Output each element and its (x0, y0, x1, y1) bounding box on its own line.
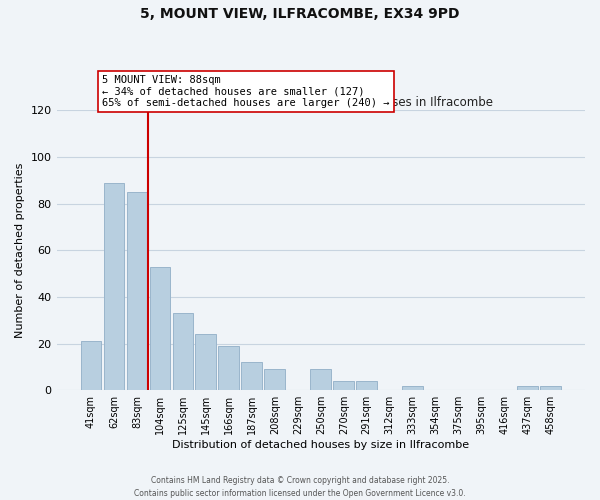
Title: Size of property relative to detached houses in Ilfracombe: Size of property relative to detached ho… (149, 96, 493, 109)
Text: 5, MOUNT VIEW, ILFRACOMBE, EX34 9PD: 5, MOUNT VIEW, ILFRACOMBE, EX34 9PD (140, 8, 460, 22)
Bar (310, 369, 331, 390)
Bar (173, 314, 193, 390)
Bar (334, 381, 354, 390)
Bar (196, 334, 216, 390)
Bar (218, 346, 239, 390)
X-axis label: Distribution of detached houses by size in Ilfracombe: Distribution of detached houses by size … (172, 440, 469, 450)
Text: 5 MOUNT VIEW: 88sqm
← 34% of detached houses are smaller (127)
65% of semi-detac: 5 MOUNT VIEW: 88sqm ← 34% of detached ho… (103, 75, 390, 108)
Bar (80, 341, 101, 390)
Bar (241, 362, 262, 390)
Bar (149, 266, 170, 390)
Text: Contains HM Land Registry data © Crown copyright and database right 2025.
Contai: Contains HM Land Registry data © Crown c… (134, 476, 466, 498)
Bar (265, 369, 285, 390)
Bar (104, 182, 124, 390)
Bar (403, 386, 423, 390)
Bar (127, 192, 147, 390)
Bar (517, 386, 538, 390)
Bar (540, 386, 561, 390)
Bar (356, 381, 377, 390)
Y-axis label: Number of detached properties: Number of detached properties (15, 162, 25, 338)
